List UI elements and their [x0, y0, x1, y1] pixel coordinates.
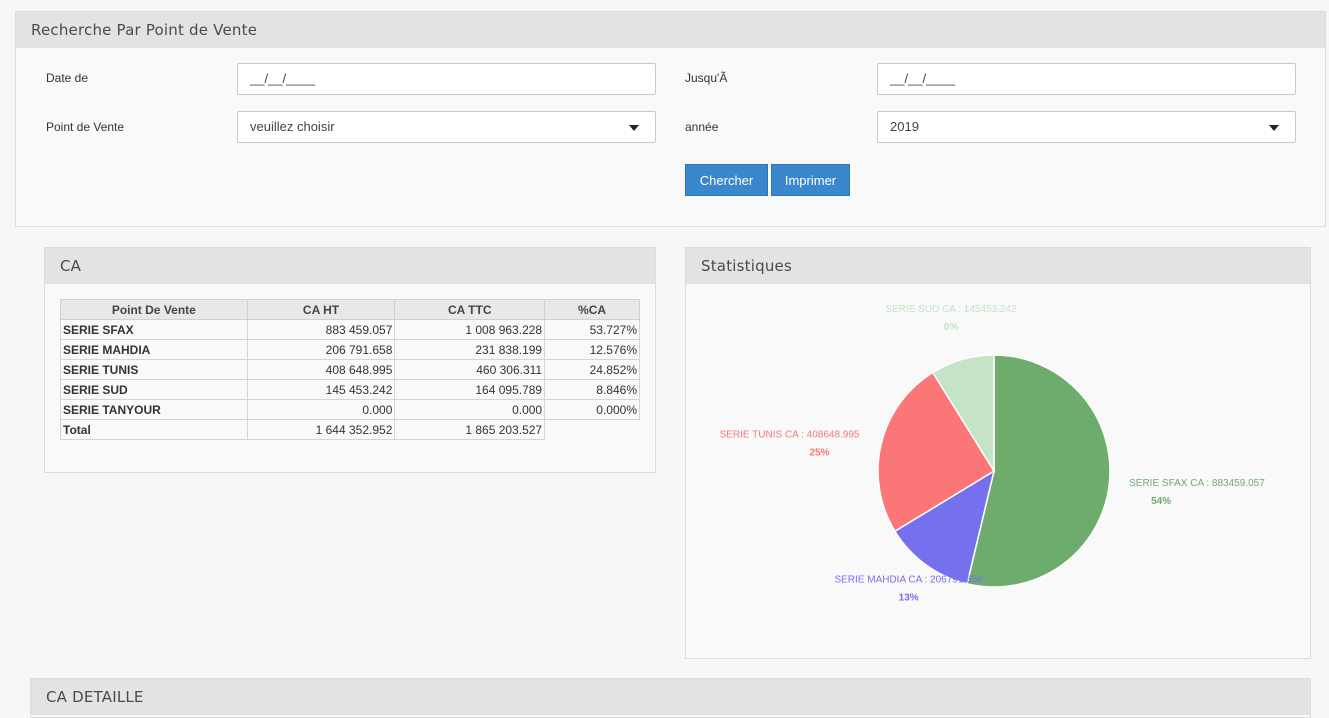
table-cell: 460 306.311 [394, 359, 546, 380]
point-de-vente-value: veuillez choisir [250, 119, 335, 134]
point-de-vente-label: Point de Vente [46, 120, 125, 134]
pie-slice-label: SERIE SFAX CA : 883459.057 [1129, 478, 1265, 489]
table-cell: 53.727% [544, 319, 640, 340]
pie-slice [931, 354, 995, 474]
pie-slice-percent: 13% [899, 592, 919, 603]
table-cell: 0.000% [544, 399, 640, 420]
stats-panel-title: Statistiques [686, 248, 1310, 284]
column-header: CA HT [246, 299, 396, 320]
detail-panel-title: CA DETAILLE [31, 679, 1310, 715]
table-cell: SERIE TANYOUR [60, 399, 248, 420]
table-cell: 8.846% [544, 379, 640, 400]
table-cell: 1 644 352.952 [246, 419, 396, 440]
pie-slice [877, 371, 996, 533]
table-cell: SERIE SUD [60, 379, 248, 400]
table-cell: SERIE TUNIS [60, 359, 248, 380]
table-row: SERIE MAHDIA 206 791.658 231 838.199 12.… [60, 339, 640, 360]
column-header: %CA [544, 299, 640, 320]
total-row: Total 1 644 352.952 1 865 203.527 [60, 419, 640, 440]
year-label: année [685, 120, 719, 134]
date-to-field[interactable]: __/__/____ [877, 63, 1296, 95]
table-cell: Total [60, 419, 248, 440]
pie-slice-label: SERIE SUD CA : 145453.242 [885, 304, 1017, 315]
date-to-label: Jusqu'Ã [685, 71, 728, 85]
table-cell: 206 791.658 [246, 339, 396, 360]
table-cell: SERIE SFAX [60, 319, 248, 340]
pie-slice-percent: 0% [944, 322, 959, 333]
pie-chart: SERIE SFAX CA : 883459.057 54% SERIE MAHDI… [720, 304, 1266, 603]
column-header: Point De Vente [60, 299, 248, 320]
table-cell: 408 648.995 [246, 359, 396, 380]
table-cell: 0.000 [246, 399, 396, 420]
pie-slice-label: SERIE MAHDIA CA : 206791.658 [834, 574, 983, 585]
table-cell: 24.852% [544, 359, 640, 380]
pie-slice [893, 469, 996, 585]
table-cell: 231 838.199 [394, 339, 546, 360]
search-button[interactable]: Chercher [685, 164, 768, 196]
table-cell: 164 095.789 [394, 379, 546, 400]
point-de-vente-select[interactable]: veuillez choisir [237, 111, 656, 143]
chevron-down-icon [629, 125, 639, 131]
pie-slice-percent: 25% [809, 447, 829, 458]
table-cell: 883 459.057 [246, 319, 396, 340]
detail-panel: CA DETAILLE [30, 678, 1311, 718]
table-cell: SERIE MAHDIA [60, 339, 248, 360]
column-header: CA TTC [394, 299, 546, 320]
date-from-label: Date de [46, 71, 89, 85]
search-panel-title: Recherche Par Point de Vente [16, 12, 1325, 48]
table-row: SERIE SFAX 883 459.057 1 008 963.228 53.… [60, 319, 640, 340]
ca-table: Point De Vente CA HT CA TTC %CA SERIE SF… [60, 299, 640, 440]
table-cell: 1 865 203.527 [394, 419, 546, 440]
pie-slice-percent: 54% [1151, 496, 1171, 507]
pie-slice [966, 354, 1111, 588]
pie-slice-label: SERIE TUNIS CA : 408648.995 [720, 429, 860, 440]
table-cell-empty [545, 420, 640, 440]
year-value: 2019 [890, 119, 919, 134]
print-button[interactable]: Imprimer [771, 164, 850, 196]
table-cell: 0.000 [394, 399, 546, 420]
date-from-field[interactable]: __/__/____ [237, 63, 656, 95]
table-cell: 1 008 963.228 [394, 319, 546, 340]
stats-panel: Statistiques SERIE SFAX CA : 883459.057 5… [685, 247, 1311, 659]
table-cell: 145 453.242 [246, 379, 396, 400]
table-row: SERIE TUNIS 408 648.995 460 306.311 24.8… [60, 359, 640, 380]
chevron-down-icon [1269, 125, 1279, 131]
table-row: SERIE TANYOUR 0.000 0.000 0.000% [60, 399, 640, 420]
table-row: SERIE SUD 145 453.242 164 095.789 8.846% [60, 379, 640, 400]
table-cell: 12.576% [544, 339, 640, 360]
table-header-row: Point De Vente CA HT CA TTC %CA [60, 299, 640, 320]
year-select[interactable]: 2019 [877, 111, 1296, 143]
ca-panel-title: CA [45, 248, 655, 284]
